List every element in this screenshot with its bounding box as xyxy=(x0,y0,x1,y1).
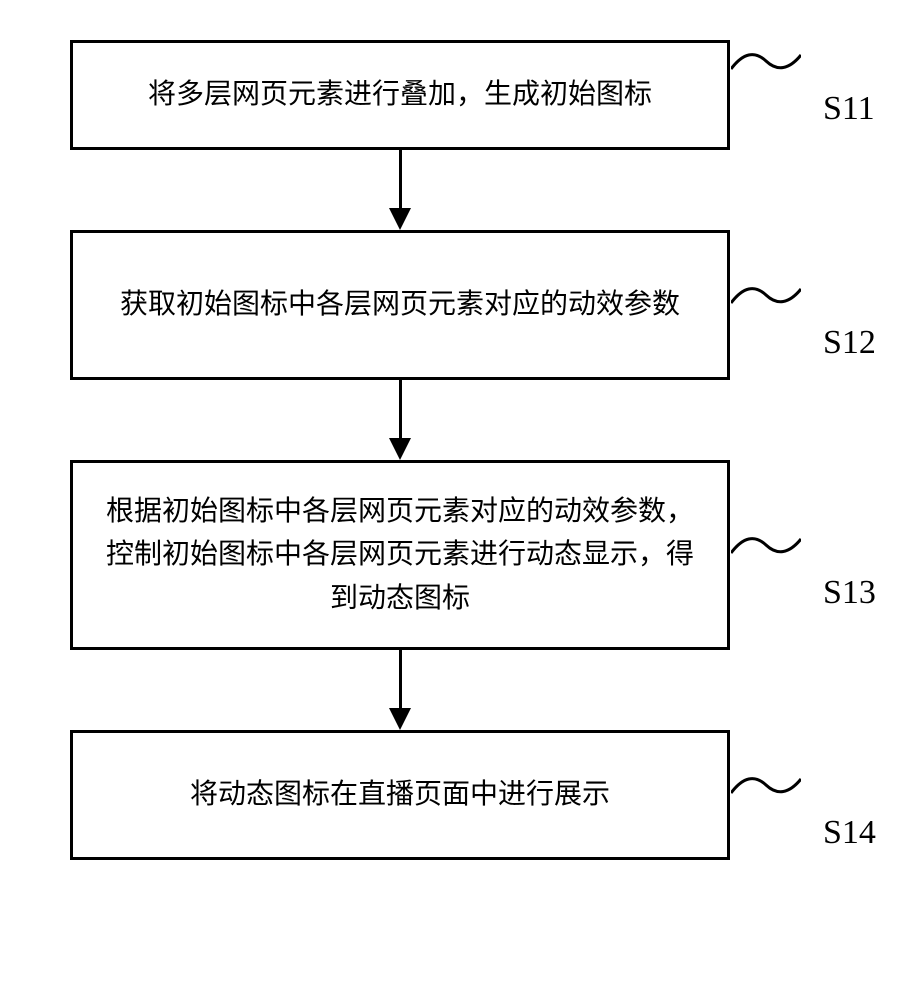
flow-arrow xyxy=(70,650,730,730)
flow-node-s11: 将多层网页元素进行叠加，生成初始图标 S11 xyxy=(70,40,730,150)
flow-arrow xyxy=(70,150,730,230)
flow-arrow xyxy=(70,380,730,460)
flow-node-s13: 根据初始图标中各层网页元素对应的动效参数，控制初始图标中各层网页元素进行动态显示… xyxy=(70,460,730,650)
node-text: 根据初始图标中各层网页元素对应的动效参数，控制初始图标中各层网页元素进行动态显示… xyxy=(103,490,697,620)
flowchart-container: 将多层网页元素进行叠加，生成初始图标 S11 获取初始图标中各层网页元素对应的动… xyxy=(70,40,850,860)
arrow-shaft xyxy=(399,380,402,440)
step-label-s14: S14 xyxy=(823,807,876,860)
arrow-shaft xyxy=(399,150,402,210)
step-label-s13: S13 xyxy=(823,567,876,620)
flow-node-s12: 获取初始图标中各层网页元素对应的动效参数 S12 xyxy=(70,230,730,380)
connector-tilde xyxy=(731,283,801,307)
node-text: 将动态图标在直播页面中进行展示 xyxy=(190,773,610,816)
node-text: 获取初始图标中各层网页元素对应的动效参数 xyxy=(120,283,680,326)
connector-tilde xyxy=(731,49,801,73)
step-label-s11: S11 xyxy=(823,83,875,136)
connector-tilde xyxy=(731,773,801,797)
step-label-s12: S12 xyxy=(823,317,876,370)
node-text: 将多层网页元素进行叠加，生成初始图标 xyxy=(148,73,652,116)
connector-tilde xyxy=(731,533,801,557)
arrow-head xyxy=(389,708,411,730)
arrow-shaft xyxy=(399,650,402,710)
flow-node-s14: 将动态图标在直播页面中进行展示 S14 xyxy=(70,730,730,860)
arrow-head xyxy=(389,208,411,230)
arrow-head xyxy=(389,438,411,460)
